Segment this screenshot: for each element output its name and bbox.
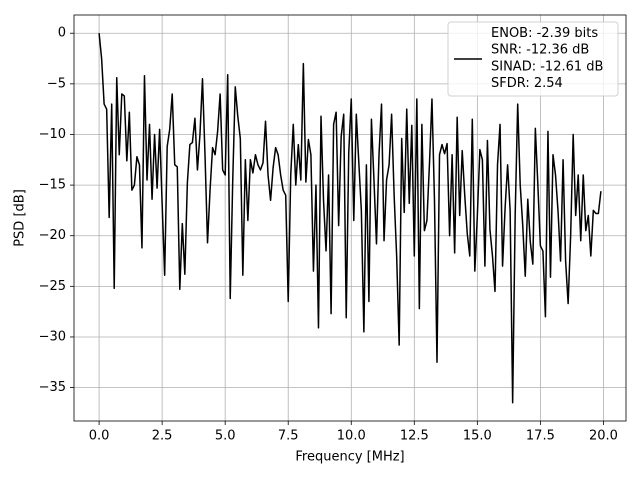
x-tick-label: 17.5	[526, 429, 555, 444]
line	[98, 33, 602, 404]
y-tick-label: −35	[39, 380, 66, 395]
legend-box	[447, 21, 619, 97]
x-tick-label: 0.0	[89, 429, 110, 444]
x-tick-label: 15.0	[463, 429, 492, 444]
x-tick-label: 7.5	[278, 429, 299, 444]
legend-label: ENOB: -2.39 bits SNR: -12.36 dB SINAD: -12…	[491, 26, 603, 91]
y-axis-label: PSD [dB]	[13, 189, 28, 247]
x-tick-label: 5.0	[215, 429, 236, 444]
x-tick-label: 10.0	[337, 429, 366, 444]
x-axis-label: Frequency [MHz]	[295, 450, 404, 465]
y-tick-label: −25	[39, 279, 66, 294]
x-tick-label: 12.5	[400, 429, 429, 444]
x-tick-label: 20.0	[589, 429, 618, 444]
y-tick-label: −30	[39, 329, 66, 344]
y-tick-label: −5	[47, 76, 66, 91]
plot-frame	[73, 14, 627, 422]
x-tick-label: 2.5	[152, 429, 173, 444]
y-tick-label: −10	[39, 127, 66, 142]
y-tick-label: −20	[39, 228, 66, 243]
y-tick-label: 0	[58, 26, 66, 41]
y-tick-label: −15	[39, 178, 66, 193]
